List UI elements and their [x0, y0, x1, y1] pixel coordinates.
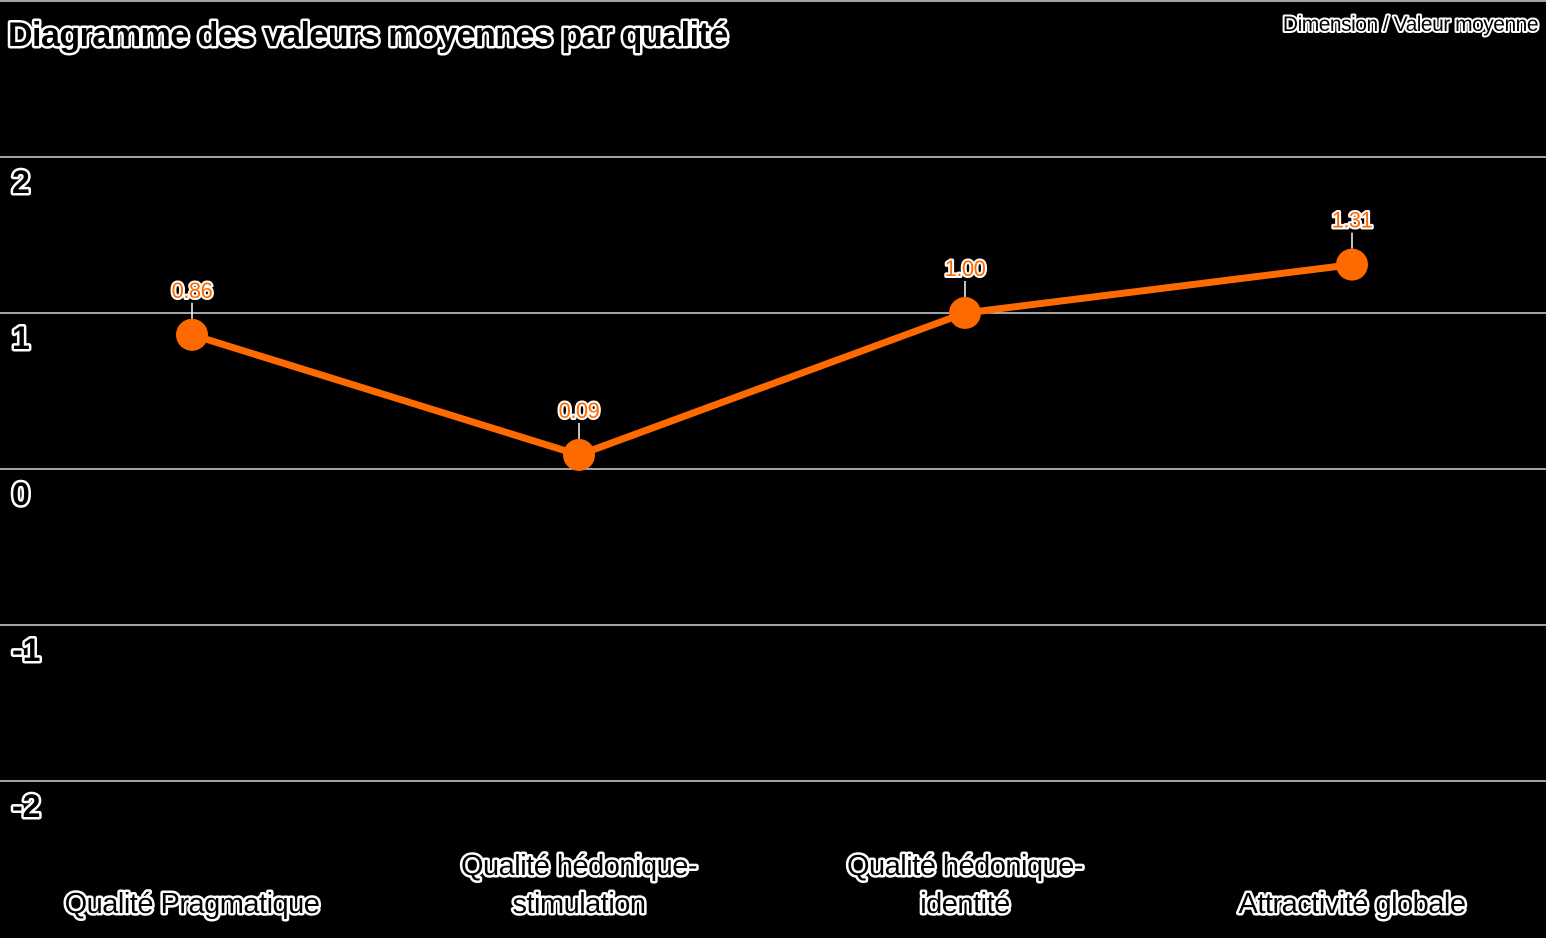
data-point [949, 297, 981, 329]
chart-subtitle: Dimension / Valeur moyenne [1283, 13, 1538, 36]
y-tick-label: -1 [12, 632, 40, 668]
data-points: 0.86 0.09 1.00 1.31 [170, 206, 1375, 471]
data-point [176, 318, 208, 351]
x-category-label: identité [920, 888, 1010, 920]
y-tick-label: -2 [12, 788, 40, 824]
data-label: 0.86 [172, 278, 213, 303]
gridlines [0, 156, 1546, 782]
y-axis-ticks: 2 1 0 -1 -2 [10, 162, 43, 827]
series-line [188, 261, 1356, 459]
x-category-label: Qualité hédonique- [461, 850, 697, 882]
y-tick-label: 1 [12, 320, 30, 356]
x-category-label: stimulation [512, 888, 645, 920]
x-axis-categories: Qualité Pragmatique Qualité hédonique-sti… [62, 848, 1468, 923]
data-label: 1.31 [1332, 208, 1373, 233]
data-point [1336, 248, 1368, 281]
series-line-layer [188, 261, 1356, 459]
y-tick-label: 2 [12, 164, 30, 200]
y-tick-label: 0 [12, 476, 30, 512]
x-category-label: Attractivité globale [1239, 888, 1466, 920]
data-label: 1.00 [945, 256, 986, 281]
x-category-label: Qualité Pragmatique [65, 888, 320, 920]
data-point [563, 438, 595, 471]
data-label: 0.09 [559, 398, 600, 423]
chart-title: Diagramme des valeurs moyennes par quali… [8, 16, 728, 54]
x-category-label: Qualité hédonique- [847, 850, 1083, 882]
